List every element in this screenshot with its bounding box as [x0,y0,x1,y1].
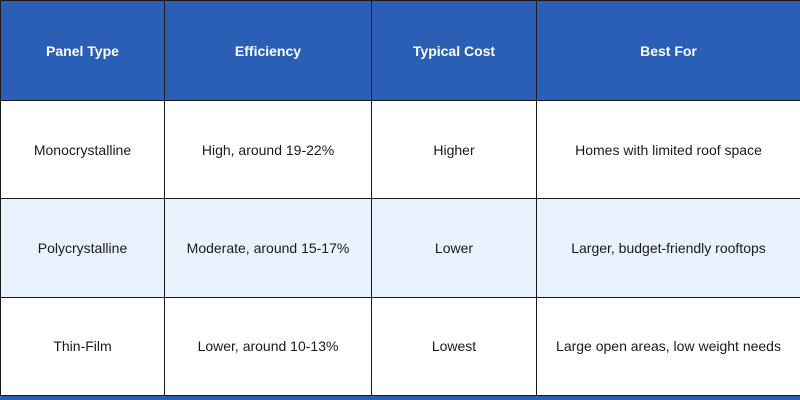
table-row: Polycrystalline Moderate, around 15-17% … [0,198,800,298]
cell-efficiency: Lower, around 10-13% [164,296,372,397]
cell-panel-type: Thin-Film [0,296,165,397]
cell-typical-cost: Lower [371,198,537,298]
header-typical-cost: Typical Cost [371,0,537,101]
cell-best-for: Homes with limited roof space [536,99,800,200]
cell-best-for: Large open areas, low weight needs [536,296,800,397]
header-efficiency: Efficiency [164,0,372,101]
table-row: Monocrystalline High, around 19-22% High… [0,99,800,200]
table-header: Panel Type Efficiency Typical Cost Best … [0,0,800,101]
cell-efficiency: High, around 19-22% [164,99,372,200]
bottom-accent-bar [0,396,800,400]
cell-efficiency: Moderate, around 15-17% [164,198,372,298]
table-row: Thin-Film Lower, around 10-13% Lowest La… [0,296,800,397]
cell-typical-cost: Lowest [371,296,537,397]
header-best-for: Best For [536,0,800,101]
cell-best-for: Larger, budget-friendly rooftops [536,198,800,298]
cell-panel-type: Polycrystalline [0,198,165,298]
header-panel-type: Panel Type [0,0,165,101]
header-row: Panel Type Efficiency Typical Cost Best … [0,0,800,101]
cell-panel-type: Monocrystalline [0,99,165,200]
cell-typical-cost: Higher [371,99,537,200]
table-body: Monocrystalline High, around 19-22% High… [0,99,800,397]
